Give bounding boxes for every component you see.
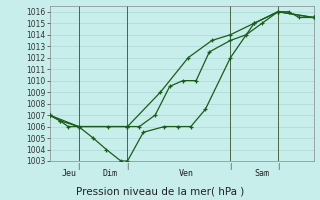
Text: Sam: Sam: [254, 169, 269, 178]
Text: Jeu: Jeu: [61, 169, 76, 178]
Text: Ven: Ven: [179, 169, 194, 178]
Text: |: |: [77, 163, 80, 170]
Text: Pression niveau de la mer( hPa ): Pression niveau de la mer( hPa ): [76, 186, 244, 196]
Text: Dim: Dim: [102, 169, 117, 178]
Text: |: |: [126, 163, 129, 170]
Text: |: |: [229, 163, 232, 170]
Text: |: |: [277, 163, 279, 170]
